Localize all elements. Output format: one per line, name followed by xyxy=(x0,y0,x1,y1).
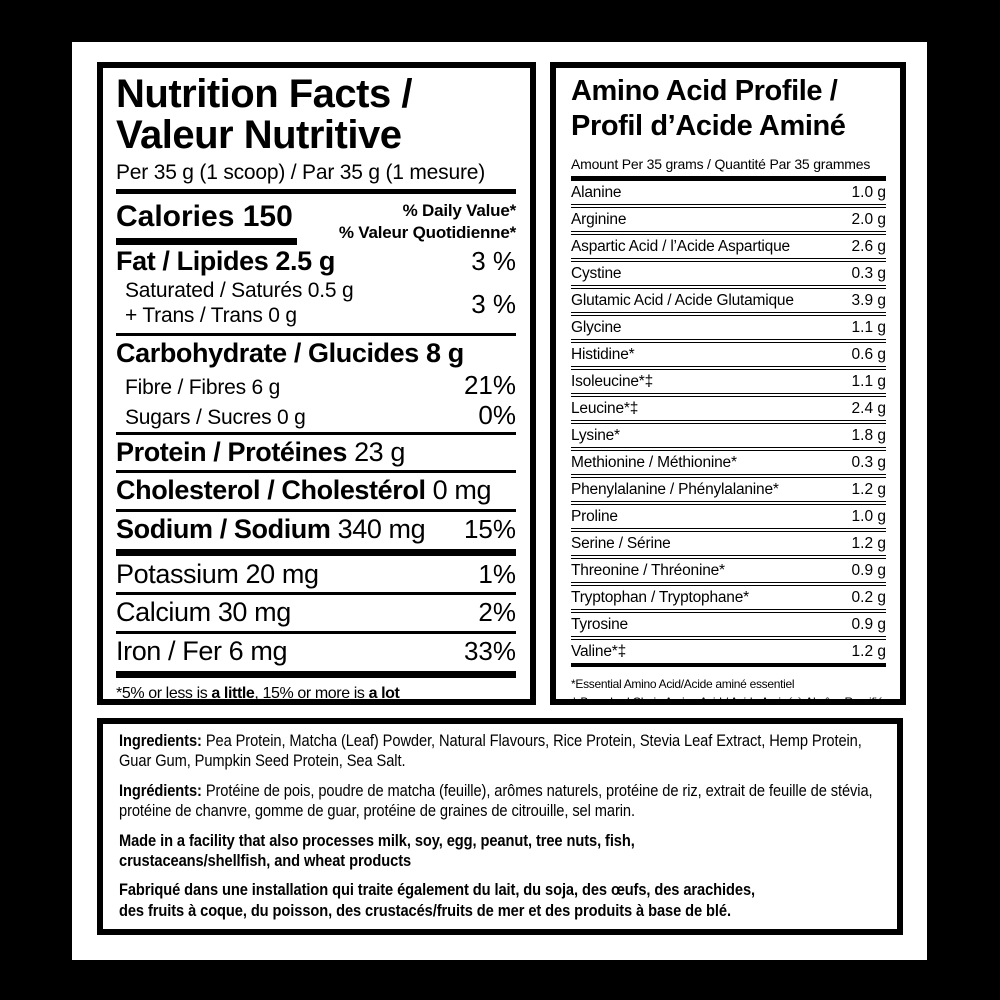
trans-label: + Trans / Trans 0 g xyxy=(125,304,297,328)
cholesterol-row: Cholesterol / Cholestérol 0 mg xyxy=(116,474,516,508)
amino-row-proline: Proline 1.0 g xyxy=(571,505,886,533)
saturated-trans-row: Saturated / Saturés 0.5 g + Trans / Tran… xyxy=(116,278,516,332)
ingredients-content: Ingredients: Pea Protein, Matcha (Leaf) … xyxy=(119,731,883,921)
amino-row-glycine: Glycine 1.1 g xyxy=(571,316,886,344)
sodium-label: Sodium / Sodium xyxy=(116,513,331,544)
amino-acid-panel: Amino Acid Profile / Profil d’Acide Amin… xyxy=(550,62,906,705)
divider xyxy=(116,508,516,512)
amino-row-glutamic-acid: Glutamic Acid / Acide Glutamique 3.9 g xyxy=(571,289,886,317)
amino-row-lysine: Lysine* 1.8 g xyxy=(571,424,886,452)
protein-amount: 23 g xyxy=(346,436,406,467)
sodium-row: Sodium / Sodium 340 mg 15% xyxy=(116,513,516,547)
fat-row: Fat / Lipides 2.5 g 3 % xyxy=(116,245,516,279)
ingredients-fr-label: Ingrédients: xyxy=(119,780,202,800)
fibre-label: Fibre / Fibres 6 g xyxy=(125,375,281,399)
allergen-statement-fr: Fabriqué dans une installation qui trait… xyxy=(119,880,755,920)
divider-thick xyxy=(116,188,516,194)
amino-row-arginine: Arginine 2.0 g xyxy=(571,208,886,236)
potassium-percent: 1% xyxy=(478,558,516,589)
calcium-percent: 2% xyxy=(478,597,516,628)
protein-row: Protein / Protéines 23 g xyxy=(116,436,516,470)
ingredients-en: Ingredients: Pea Protein, Matcha (Leaf) … xyxy=(119,731,862,771)
iron-percent: 33% xyxy=(463,635,516,666)
divider xyxy=(116,592,516,596)
amino-title-line2: Profil d’Acide Aminé xyxy=(571,110,846,143)
serving-size: Per 35 g (1 scoop) / Par 35 g (1 mesure) xyxy=(116,160,486,184)
ingredients-en-label: Ingredients: xyxy=(119,731,202,750)
nutrition-facts-panel: Nutrition Facts / Valeur Nutritive Per 3… xyxy=(97,62,536,705)
amino-title-line1: Amino Acid Profile / xyxy=(571,75,838,107)
amino-row-histidine: Histidine* 0.6 g xyxy=(571,343,886,371)
essential-footnote: *Essential Amino Acid/Acide aminé essent… xyxy=(571,677,795,692)
amino-row-cystine: Cystine 0.3 g xyxy=(571,262,886,290)
amino-subtitle: Amount Per 35 grams / Quantité Par 35 gr… xyxy=(571,156,871,173)
iron-row: Iron / Fer 6 mg 33% xyxy=(116,635,516,669)
iron-label: Iron / Fer 6 mg xyxy=(116,635,288,666)
sodium-amount: 340 mg xyxy=(330,513,426,544)
allergen-statement-en: Made in a facility that also processes m… xyxy=(119,830,635,870)
saturated-label: Saturated / Saturés 0.5 g xyxy=(125,279,354,303)
label-sheet: Nutrition Facts / Valeur Nutritive Per 3… xyxy=(72,42,927,960)
fat-label: Fat / Lipides 2.5 g xyxy=(116,245,335,276)
protein-label: Protein / Protéines xyxy=(116,436,347,467)
potassium-row: Potassium 20 mg 1% xyxy=(116,558,516,592)
saturated-trans-labels: Saturated / Saturés 0.5 g + Trans / Tran… xyxy=(116,279,354,329)
daily-value-footnote-en: *5% or less is a little, 15% or more is … xyxy=(116,684,400,702)
daily-value-en: % Daily Value* xyxy=(402,200,517,220)
divider xyxy=(116,630,516,634)
fat-percent: 3 % xyxy=(471,245,516,276)
daily-value-fr: % Valeur Quotidienne* xyxy=(338,222,516,242)
sugars-percent: 0% xyxy=(478,399,516,430)
calcium-row: Calcium 30 mg 2% xyxy=(116,596,516,630)
carbohydrate-row: Carbohydrate / Glucides 8 g xyxy=(116,337,516,371)
ingredients-panel: Ingredients: Pea Protein, Matcha (Leaf) … xyxy=(97,718,903,935)
amino-row-aspartic-acid: Aspartic Acid / l’Acide Aspartique 2.6 g xyxy=(571,235,886,263)
amino-footnotes: *Essential Amino Acid/Acide aminé essent… xyxy=(571,675,890,699)
divider-thick xyxy=(571,176,886,182)
divider xyxy=(116,332,516,336)
amino-row-threonine: Threonine / Thréonine* 0.9 g xyxy=(571,559,886,587)
nutrition-title-line2: Valeur Nutritive xyxy=(116,112,402,157)
divider xyxy=(116,431,516,435)
ingredients-fr: Ingrédients: Protéine de pois, poudre de… xyxy=(119,780,873,821)
amino-row-tyrosine: Tyrosine 0.9 g xyxy=(571,613,886,641)
calories-value: Calories 150 xyxy=(116,200,297,245)
sugars-label: Sugars / Sucres 0 g xyxy=(125,405,306,429)
carbohydrate-label: Carbohydrate / Glucides 8 g xyxy=(116,337,464,368)
potassium-label: Potassium 20 mg xyxy=(116,558,319,589)
divider-thick xyxy=(116,670,516,678)
saturated-percent: 3 % xyxy=(471,288,516,319)
sodium-percent: 15% xyxy=(463,513,516,544)
amino-row-leucine: Leucine*‡ 2.4 g xyxy=(571,397,886,425)
amino-row-valine: Valine*‡ 1.2 g xyxy=(571,640,886,668)
cholesterol-amount: 0 mg xyxy=(425,475,492,506)
daily-value-header: % Daily Value* % Valeur Quotidienne* xyxy=(339,200,516,244)
sugars-row: Sugars / Sucres 0 g 0% xyxy=(116,401,516,431)
nutrition-title-line1: Nutrition Facts / xyxy=(116,72,412,116)
calcium-label: Calcium 30 mg xyxy=(116,597,291,628)
amino-row-isoleucine: Isoleucine*‡ 1.1 g xyxy=(571,370,886,398)
cholesterol-label: Cholesterol / Cholestérol xyxy=(116,475,426,506)
divider xyxy=(116,470,516,474)
bcaa-footnote: ‡ Branched Chain Amino Acid / Acide Amin… xyxy=(571,695,890,705)
fibre-percent: 21% xyxy=(463,369,516,400)
amino-row-alanine: Alanine 1.0 g xyxy=(571,181,886,209)
calories-row: Calories 150 % Daily Value* % Valeur Quo… xyxy=(116,200,516,245)
amino-row-methionine: Methionine / Méthionine* 0.3 g xyxy=(571,451,886,479)
fibre-row: Fibre / Fibres 6 g 21% xyxy=(116,371,516,401)
divider-thick xyxy=(116,548,516,556)
amino-row-serine: Serine / Sérine 1.2 g xyxy=(571,532,886,560)
amino-row-phenylalanine: Phenylalanine / Phénylalanine* 1.2 g xyxy=(571,478,886,506)
amino-row-tryptophan: Tryptophan / Tryptophane* 0.2 g xyxy=(571,586,886,614)
